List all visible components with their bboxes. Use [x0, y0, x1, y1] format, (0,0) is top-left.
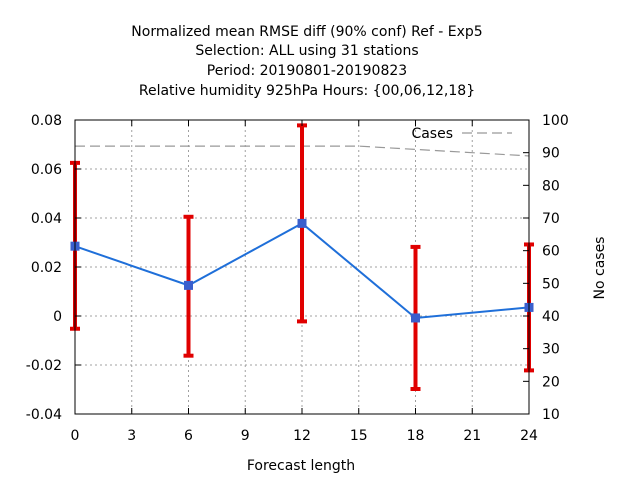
y2-tick-label: 70	[542, 211, 560, 227]
y2-tick-label: 100	[542, 113, 569, 129]
y-tick-label: 0.08	[31, 113, 62, 129]
x-tick-label: 9	[241, 428, 250, 444]
x-tick-label: 24	[520, 428, 538, 444]
y2-tick-label: 90	[542, 146, 560, 162]
y-tick-label: -0.02	[26, 358, 62, 374]
error-bars	[70, 123, 534, 392]
y-tick-label: 0.02	[31, 260, 62, 276]
x-tick-label: 12	[293, 428, 311, 444]
y2-tick-label: 60	[542, 244, 560, 260]
legend: Cases	[411, 126, 512, 142]
x-axis-label: Forecast length	[247, 458, 355, 474]
data-point	[411, 313, 420, 323]
x-tick-label: 21	[463, 428, 481, 444]
y2-tick-label: 40	[542, 309, 560, 325]
y2-axis-label: No cases	[592, 237, 608, 300]
y2-tick-label: 20	[542, 374, 560, 390]
y2-tick-label: 80	[542, 178, 560, 194]
x-tick-label: 18	[407, 428, 425, 444]
title-line-4: Relative humidity 925hPa Hours: {00,06,1…	[139, 83, 475, 99]
title-line-3: Period: 20190801-20190823	[207, 63, 407, 79]
data-point	[184, 280, 193, 290]
x-tick-label: 3	[127, 428, 136, 444]
x-axis-ticks: 0 3 6 9 12 15 18 21 24	[71, 120, 538, 444]
title-line-1: Normalized mean RMSE diff (90% conf) Ref…	[131, 24, 482, 40]
x-tick-label: 6	[184, 428, 193, 444]
legend-label-cases: Cases	[411, 126, 453, 142]
y2-axis-ticks: 10 20 30 40 50 60 70 80 90 100	[523, 113, 569, 423]
y-tick-label: 0.04	[31, 211, 62, 227]
y-axis-ticks: -0.04 -0.02 0 0.02 0.04 0.06 0.08	[26, 113, 81, 423]
chart-title: Normalized mean RMSE diff (90% conf) Ref…	[131, 24, 482, 99]
y2-tick-label: 10	[542, 407, 560, 423]
y-tick-label: 0.06	[31, 162, 62, 178]
y-tick-label: 0	[53, 309, 62, 325]
x-tick-label: 15	[350, 428, 368, 444]
y2-tick-label: 30	[542, 342, 560, 358]
y2-tick-label: 50	[542, 276, 560, 292]
data-point	[297, 218, 307, 228]
x-tick-label: 0	[71, 428, 80, 444]
title-line-2: Selection: ALL using 31 stations	[195, 43, 418, 59]
y-tick-label: -0.04	[26, 407, 62, 423]
